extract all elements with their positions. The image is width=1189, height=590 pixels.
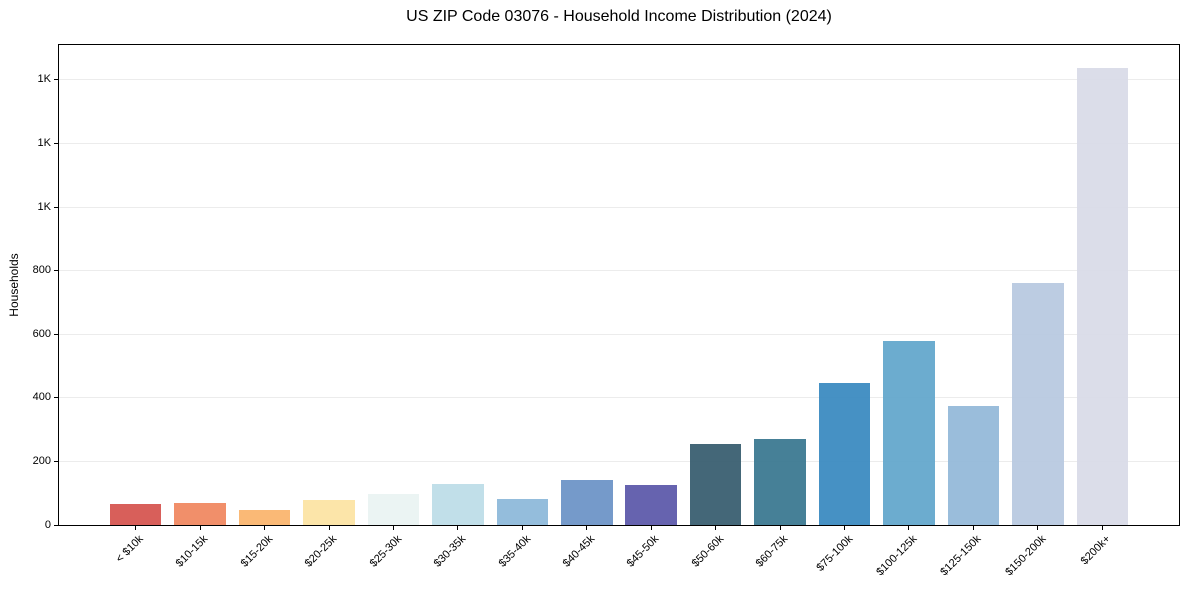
bar-$30-35k: [432, 483, 484, 525]
x-tick-mark: [457, 526, 459, 530]
x-tick-label: $75-100k: [814, 533, 856, 574]
x-tick-label: $35-40k: [496, 533, 533, 570]
gridline: [59, 333, 1179, 335]
x-tick-label: $30-35k: [431, 533, 469, 570]
bar-$60-75k: [754, 439, 806, 525]
x-tick-label: $25-30k: [367, 533, 404, 570]
x-tick-mark: [844, 526, 846, 530]
y-tick-mark: [54, 270, 58, 272]
bar-$50-60k: [689, 443, 742, 525]
x-tick-mark: [972, 526, 974, 530]
x-tick-mark: [135, 526, 137, 530]
x-tick-mark: [650, 526, 652, 530]
x-tick-mark: [908, 526, 910, 530]
y-tick-label: 1K: [37, 73, 51, 86]
x-tick-label: $200k+: [1078, 533, 1113, 568]
x-tick-label: $40-45k: [560, 533, 598, 570]
bar-$200k+: [1076, 68, 1129, 525]
x-tick-label: $45-50k: [625, 533, 662, 570]
y-tick-label: 1K: [37, 200, 51, 213]
x-tick-label: $100-125k: [874, 533, 920, 579]
x-tick-label: $20-25k: [302, 533, 340, 570]
x-tick-mark: [779, 526, 781, 530]
x-tick-mark: [715, 526, 717, 530]
x-tick-mark: [521, 526, 523, 530]
y-tick-label: 0: [44, 518, 51, 531]
bar-< $10k: [109, 504, 162, 525]
gridline: [59, 397, 1179, 399]
gridline: [59, 460, 1179, 462]
x-tick-label: $15-20k: [238, 533, 276, 570]
x-tick-mark: [199, 526, 201, 530]
y-tick-mark: [54, 79, 58, 81]
y-tick-label: 800: [32, 264, 51, 277]
bar-$35-40k: [496, 498, 549, 525]
x-tick-label: $50-60k: [689, 533, 727, 570]
x-tick-mark: [392, 526, 394, 530]
bar-$125-150k: [947, 405, 1000, 525]
bar-$10-15k: [174, 502, 226, 525]
bar-$40-45k: [561, 479, 613, 525]
x-tick-mark: [586, 526, 588, 530]
x-tick-label: < $10k: [114, 533, 147, 566]
y-tick-label: 1K: [37, 137, 51, 150]
x-tick-mark: [264, 526, 266, 530]
y-tick-mark: [54, 333, 58, 335]
bar-$75-100k: [818, 382, 871, 525]
x-tick-label: $125-150k: [938, 533, 984, 579]
x-tick-label: $60-75k: [753, 533, 791, 570]
bar-$15-20k: [238, 509, 291, 525]
bar-$100-125k: [883, 340, 935, 525]
gridline: [59, 206, 1179, 208]
x-tick-label: $10-15k: [174, 533, 211, 570]
gridline: [59, 79, 1179, 81]
x-tick-mark: [328, 526, 330, 530]
x-tick-label: $150-200k: [1003, 533, 1049, 579]
x-tick-mark: [1101, 526, 1103, 530]
y-tick-mark: [54, 524, 58, 526]
bar-$45-50k: [625, 484, 677, 525]
chart-title: US ZIP Code 03076 - Household Income Dis…: [406, 8, 832, 25]
y-tick-label: 200: [32, 454, 51, 467]
y-tick-label: 400: [32, 391, 51, 404]
bar-$20-25k: [303, 500, 355, 525]
bar-$150-200k: [1012, 283, 1064, 525]
bar-$25-30k: [367, 493, 420, 525]
y-tick-label: 600: [32, 327, 51, 340]
gridline: [59, 143, 1179, 145]
plot-area: [59, 45, 1179, 525]
y-tick-mark: [54, 206, 58, 208]
gridline: [59, 270, 1179, 272]
y-tick-mark: [54, 460, 58, 462]
x-tick-mark: [1037, 526, 1039, 530]
y-tick-mark: [54, 397, 58, 399]
y-axis-title: Households: [7, 253, 21, 317]
y-tick-mark: [54, 143, 58, 145]
